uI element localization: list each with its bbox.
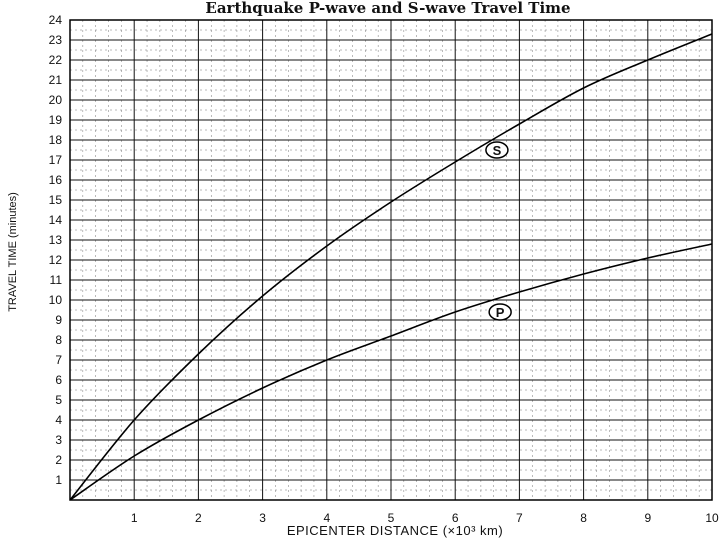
y-tick-label: 21 [49,73,63,87]
series-label-p: P [496,305,505,320]
series-line-s [69,33,713,501]
y-tick-label: 16 [49,173,63,187]
tick-labels: 1 2 3 4 5 6 7 8 9 1012345678910111213141516171819… [49,13,719,525]
y-tick-label: 20 [49,93,63,107]
y-tick-label: 9 [55,313,62,327]
y-tick-label: 10 [49,293,63,307]
y-tick-label: 12 [49,253,63,267]
y-tick-label: 2 [55,453,62,467]
y-tick-label: 6 [55,373,62,387]
y-tick-label: 4 [55,413,62,427]
y-tick-label: 24 [49,13,63,27]
chart-title: Earthquake P-wave and S-wave Travel Time [205,0,570,17]
y-tick-label: 19 [49,113,63,127]
series-label-circle [485,141,509,159]
x-tick-label: 8 [580,511,587,525]
x-tick-label: 2 [195,511,202,525]
plot-frame [69,19,713,501]
y-tick-label: 11 [50,273,63,287]
x-tick-label: 1 [131,511,138,525]
y-tick-label: 15 [49,193,63,207]
y-tick-label: 13 [49,233,63,247]
axes [69,19,713,501]
y-tick-label: 7 [55,353,62,367]
x-tick-label: 7 [516,511,523,525]
y-axis-label: TRAVEL TIME (minutes) [7,192,19,312]
series-label-s: S [493,143,502,158]
y-tick-label: 8 [55,333,62,347]
y-tick-label: 5 [55,393,62,407]
x-tick-label: 10 [705,511,719,525]
y-tick-label: 22 [49,53,63,67]
x-tick-label: 4 [323,511,330,525]
x-tick-label: 9 [644,511,651,525]
y-tick-label: 23 [49,33,63,47]
x-tick-label: 6 [452,511,459,525]
y-tick-label: 17 [49,153,63,167]
y-tick-label: 3 [55,433,62,447]
grid [70,19,713,500]
series-label-circle [488,303,512,321]
x-axis-label: EPICENTER DISTANCE (×10³ km) [287,523,503,538]
y-tick-label: 14 [49,213,63,227]
x-tick-label: 5 [388,511,395,525]
y-tick-label: 1 [55,473,62,487]
y-tick-label: 18 [49,133,63,147]
x-tick-label: 3 [259,511,266,525]
series-line-p [69,243,713,501]
series-layer: SP [69,33,713,501]
